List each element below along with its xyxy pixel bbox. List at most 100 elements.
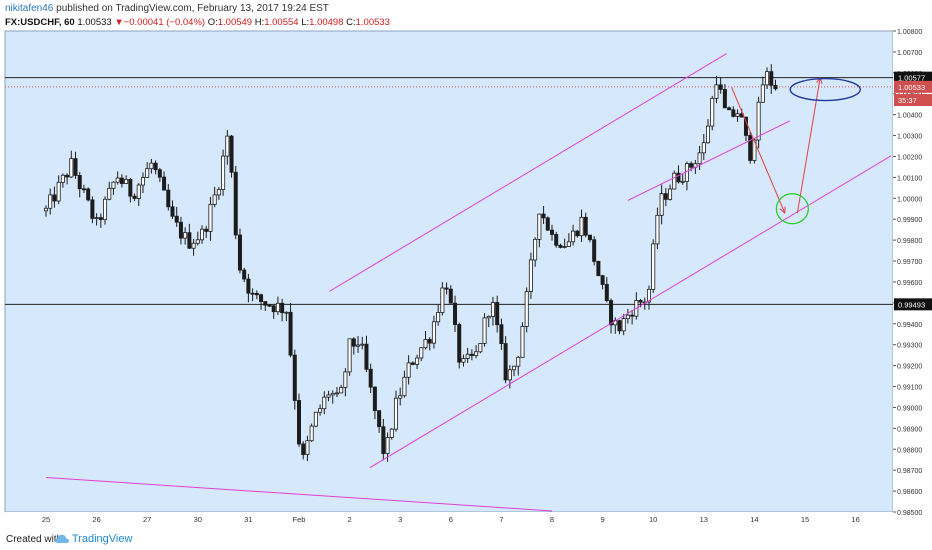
channel-inner-line <box>627 120 791 201</box>
candle <box>77 171 82 198</box>
candle <box>86 187 91 202</box>
y-tick-label: 1.00300 <box>897 134 922 141</box>
candle <box>178 216 183 245</box>
candle-body <box>478 343 483 353</box>
candle <box>550 224 555 241</box>
candle <box>128 178 133 203</box>
candle <box>562 238 567 249</box>
candle <box>124 175 129 184</box>
candle-body <box>668 188 673 200</box>
candle <box>545 216 550 231</box>
candle-body <box>722 89 727 109</box>
candle-body <box>212 194 217 205</box>
candle-body <box>111 181 116 189</box>
candle-body <box>604 284 609 301</box>
candle <box>760 76 765 103</box>
price-marker <box>894 298 932 311</box>
candle <box>263 301 268 311</box>
candle <box>415 354 420 369</box>
candle-body <box>216 189 221 196</box>
x-tick-label: 3 <box>398 515 402 524</box>
candle <box>706 119 711 144</box>
candle-body <box>773 84 778 90</box>
candle <box>288 303 293 358</box>
candle <box>735 109 740 122</box>
candle-body <box>600 275 605 285</box>
candle <box>44 205 49 217</box>
symbol-label[interactable]: FX:USDCHF, 60 <box>5 17 75 28</box>
candle <box>457 322 462 369</box>
candle-body <box>178 221 183 239</box>
candle-body <box>621 318 626 332</box>
candle-body <box>351 338 356 347</box>
candle <box>271 304 276 319</box>
tradingview-logo[interactable]: TradingView <box>55 533 132 545</box>
candle-body <box>275 302 280 313</box>
candle <box>465 347 470 363</box>
y-tick-label: 0.98500 <box>897 510 922 517</box>
candle <box>81 184 86 193</box>
y-tick-label: 0.99800 <box>897 238 922 245</box>
candle <box>486 315 491 328</box>
candle-body <box>503 343 508 381</box>
candle-body <box>769 71 774 86</box>
candle <box>52 186 57 208</box>
candle <box>360 336 365 350</box>
candle-body <box>453 302 458 325</box>
candle <box>571 224 576 246</box>
candle <box>427 337 432 351</box>
candle-body <box>136 184 141 199</box>
candle-body <box>48 194 53 209</box>
candle <box>65 173 70 185</box>
candle <box>233 165 238 240</box>
candle-body <box>402 376 407 397</box>
candle-body <box>533 238 538 261</box>
candle-body <box>592 239 597 262</box>
candle <box>440 282 445 316</box>
candle <box>575 229 580 238</box>
candle <box>714 75 719 104</box>
candle <box>579 209 584 242</box>
candle-body <box>583 216 588 236</box>
candle <box>187 223 192 250</box>
candle-body <box>313 411 318 427</box>
candle-body <box>423 339 428 349</box>
candle-body <box>516 356 521 367</box>
candle <box>183 227 188 245</box>
candle <box>174 206 179 227</box>
candle <box>402 370 407 398</box>
candle <box>347 338 352 376</box>
candle <box>469 349 474 361</box>
candle <box>524 287 529 333</box>
time-axis <box>5 512 893 529</box>
candle-body <box>596 260 601 277</box>
author-name[interactable]: nikitafen46 <box>5 3 54 14</box>
candle <box>600 274 605 290</box>
candle <box>225 129 230 165</box>
candle-body <box>364 343 369 370</box>
y-tick-label: 0.99200 <box>897 364 922 371</box>
candle <box>617 319 622 335</box>
candle <box>296 393 301 447</box>
candle-body <box>541 213 546 219</box>
candle <box>621 314 626 336</box>
candle-body <box>457 324 462 363</box>
candle-body <box>229 135 234 173</box>
candle-body <box>482 317 487 344</box>
candle <box>212 186 217 208</box>
candle-body <box>44 207 49 212</box>
candle <box>200 225 205 244</box>
candle-body <box>368 368 373 388</box>
candle <box>410 361 415 366</box>
candle <box>250 288 255 302</box>
candle <box>377 410 382 433</box>
candle <box>533 237 538 267</box>
candle-body <box>233 171 238 236</box>
candle <box>162 171 167 191</box>
y-tick-label: 0.99900 <box>897 217 922 224</box>
candle <box>216 187 221 200</box>
candle <box>119 174 124 188</box>
candle <box>490 296 495 326</box>
candle <box>157 167 162 182</box>
